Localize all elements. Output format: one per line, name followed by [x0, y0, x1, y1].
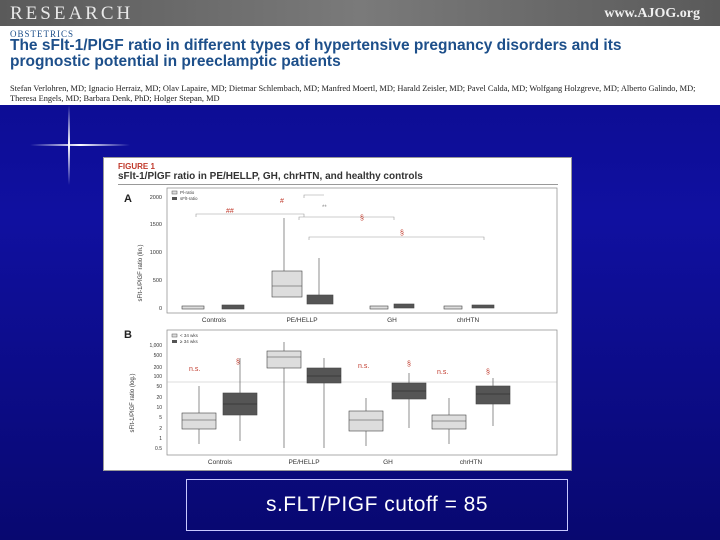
significance-marker: #: [280, 198, 284, 205]
journal-banner: RESEARCH www.AJOG.org: [0, 0, 720, 26]
panel-b-frame: [166, 329, 558, 456]
figure-caption: sFlt-1/PlGF ratio in PE/HELLP, GH, chrHT…: [118, 171, 423, 182]
significance-bracket: [298, 216, 395, 220]
panel-b-ylabel: sFlt-1/PlGF ratio (log.): [130, 373, 136, 432]
legend-swatch-light: [171, 333, 178, 338]
box-controls-late: [221, 304, 245, 310]
box-gh-late: [393, 303, 415, 309]
box-pe-early: [271, 270, 303, 298]
figure-panel: FIGURE 1 sFlt-1/PlGF ratio in PE/HELLP, …: [103, 157, 572, 471]
panel-b-ytick: 2: [159, 426, 162, 432]
panel-a-ytick: 1000: [150, 250, 162, 256]
significance-marker: §: [400, 230, 404, 237]
group-label-b: chrHTN: [460, 459, 483, 466]
panel-a-legend-item: Pl-ratio: [180, 190, 195, 195]
significance-marker: n.s.: [189, 366, 200, 373]
panel-a-ytick: 2000: [150, 195, 162, 201]
panel-b-legend-item: < 34 wks: [180, 333, 199, 338]
box-controls-early: [181, 412, 217, 430]
significance-marker: §: [407, 361, 411, 368]
panel-a-frame: [166, 187, 558, 314]
sparkle-decoration-vertical: [68, 105, 70, 185]
box-chrhtn-late: [471, 304, 495, 309]
article-authors: Stefan Verlohren, MD; Ignacio Herraiz, M…: [10, 84, 696, 103]
article-title: The sFlt-1/PlGF ratio in different types…: [10, 37, 622, 70]
journal-section: RESEARCH: [10, 3, 134, 24]
box-chrhtn-early: [443, 305, 463, 310]
panel-b-ytick: 0.5: [155, 446, 162, 452]
panel-a-ylabel: sFlt-1/PlGF ratio (lin.): [138, 244, 144, 301]
panel-b-ytick: 50: [156, 384, 162, 390]
box-chrhtn-early: [431, 414, 467, 430]
panel-a-letter: A: [124, 193, 132, 205]
significance-marker: **: [322, 205, 327, 211]
group-label-a: GH: [387, 317, 397, 324]
boxplot-figure: A sFlt-1/PlGF ratio (lin.) 0 500 1000 15…: [124, 187, 558, 466]
significance-marker: n.s.: [358, 363, 369, 370]
box-pe-early: [266, 350, 302, 369]
box-pe-late: [306, 367, 342, 384]
cutoff-caption: s.FLT/PIGF cutoff = 85: [265, 493, 489, 516]
box-pe-late: [306, 294, 334, 305]
panel-a-ytick: 500: [153, 278, 162, 284]
significance-bracket: [308, 236, 485, 240]
journal-website: www.AJOG.org: [604, 6, 700, 21]
legend-swatch-light: [171, 190, 178, 195]
panel-b-ytick: 500: [154, 353, 163, 359]
group-label-a: Controls: [202, 317, 227, 324]
box-controls-early: [181, 305, 205, 310]
panel-b-ytick: 200: [154, 365, 163, 371]
significance-bracket: [195, 213, 305, 217]
significance-marker: ##: [226, 208, 234, 215]
box-gh-early: [369, 305, 389, 310]
group-label-b: PE/HELLP: [288, 459, 319, 466]
significance-marker: n.s.: [437, 369, 448, 376]
panel-b-ytick: 1: [159, 436, 162, 442]
group-label-a: PE/HELLP: [286, 317, 317, 324]
significance-bracket: [303, 194, 324, 198]
cutoff-caption-box: s.FLT/PIGF cutoff = 85: [186, 479, 568, 531]
article-category: OBSTETRICS: [10, 29, 75, 39]
legend-swatch-dark: [172, 340, 177, 343]
panel-b-ytick: 5: [159, 415, 162, 421]
group-label-a: chrHTN: [457, 317, 480, 324]
box-gh-early: [348, 410, 384, 432]
group-label-b: Controls: [208, 459, 233, 466]
panel-b-ytick: 20: [156, 395, 162, 401]
panel-b-letter: B: [124, 329, 132, 341]
panel-b-ytick: 1,000: [149, 343, 162, 349]
figure-rule: [118, 184, 558, 185]
panel-b-ytick: 100: [154, 374, 163, 380]
sparkle-decoration-horizontal: [30, 144, 130, 146]
figure-label: FIGURE 1: [118, 162, 155, 171]
significance-marker: §: [360, 215, 364, 222]
panel-b-ytick: 10: [156, 405, 162, 411]
significance-marker: §: [236, 359, 240, 366]
panel-a-ytick: 0: [159, 306, 162, 312]
panel-a-ytick: 1500: [150, 222, 162, 228]
group-label-b: GH: [383, 459, 393, 466]
panel-a-legend-item: sFlt-ratio: [180, 196, 198, 201]
panel-b-legend-item: ≥ 34 wks: [180, 339, 198, 344]
legend-swatch-dark: [172, 197, 177, 200]
article-header: RESEARCH www.AJOG.org OBSTETRICS The sFl…: [0, 0, 720, 105]
significance-marker: §: [486, 369, 490, 376]
box-chrhtn-late: [475, 385, 511, 405]
